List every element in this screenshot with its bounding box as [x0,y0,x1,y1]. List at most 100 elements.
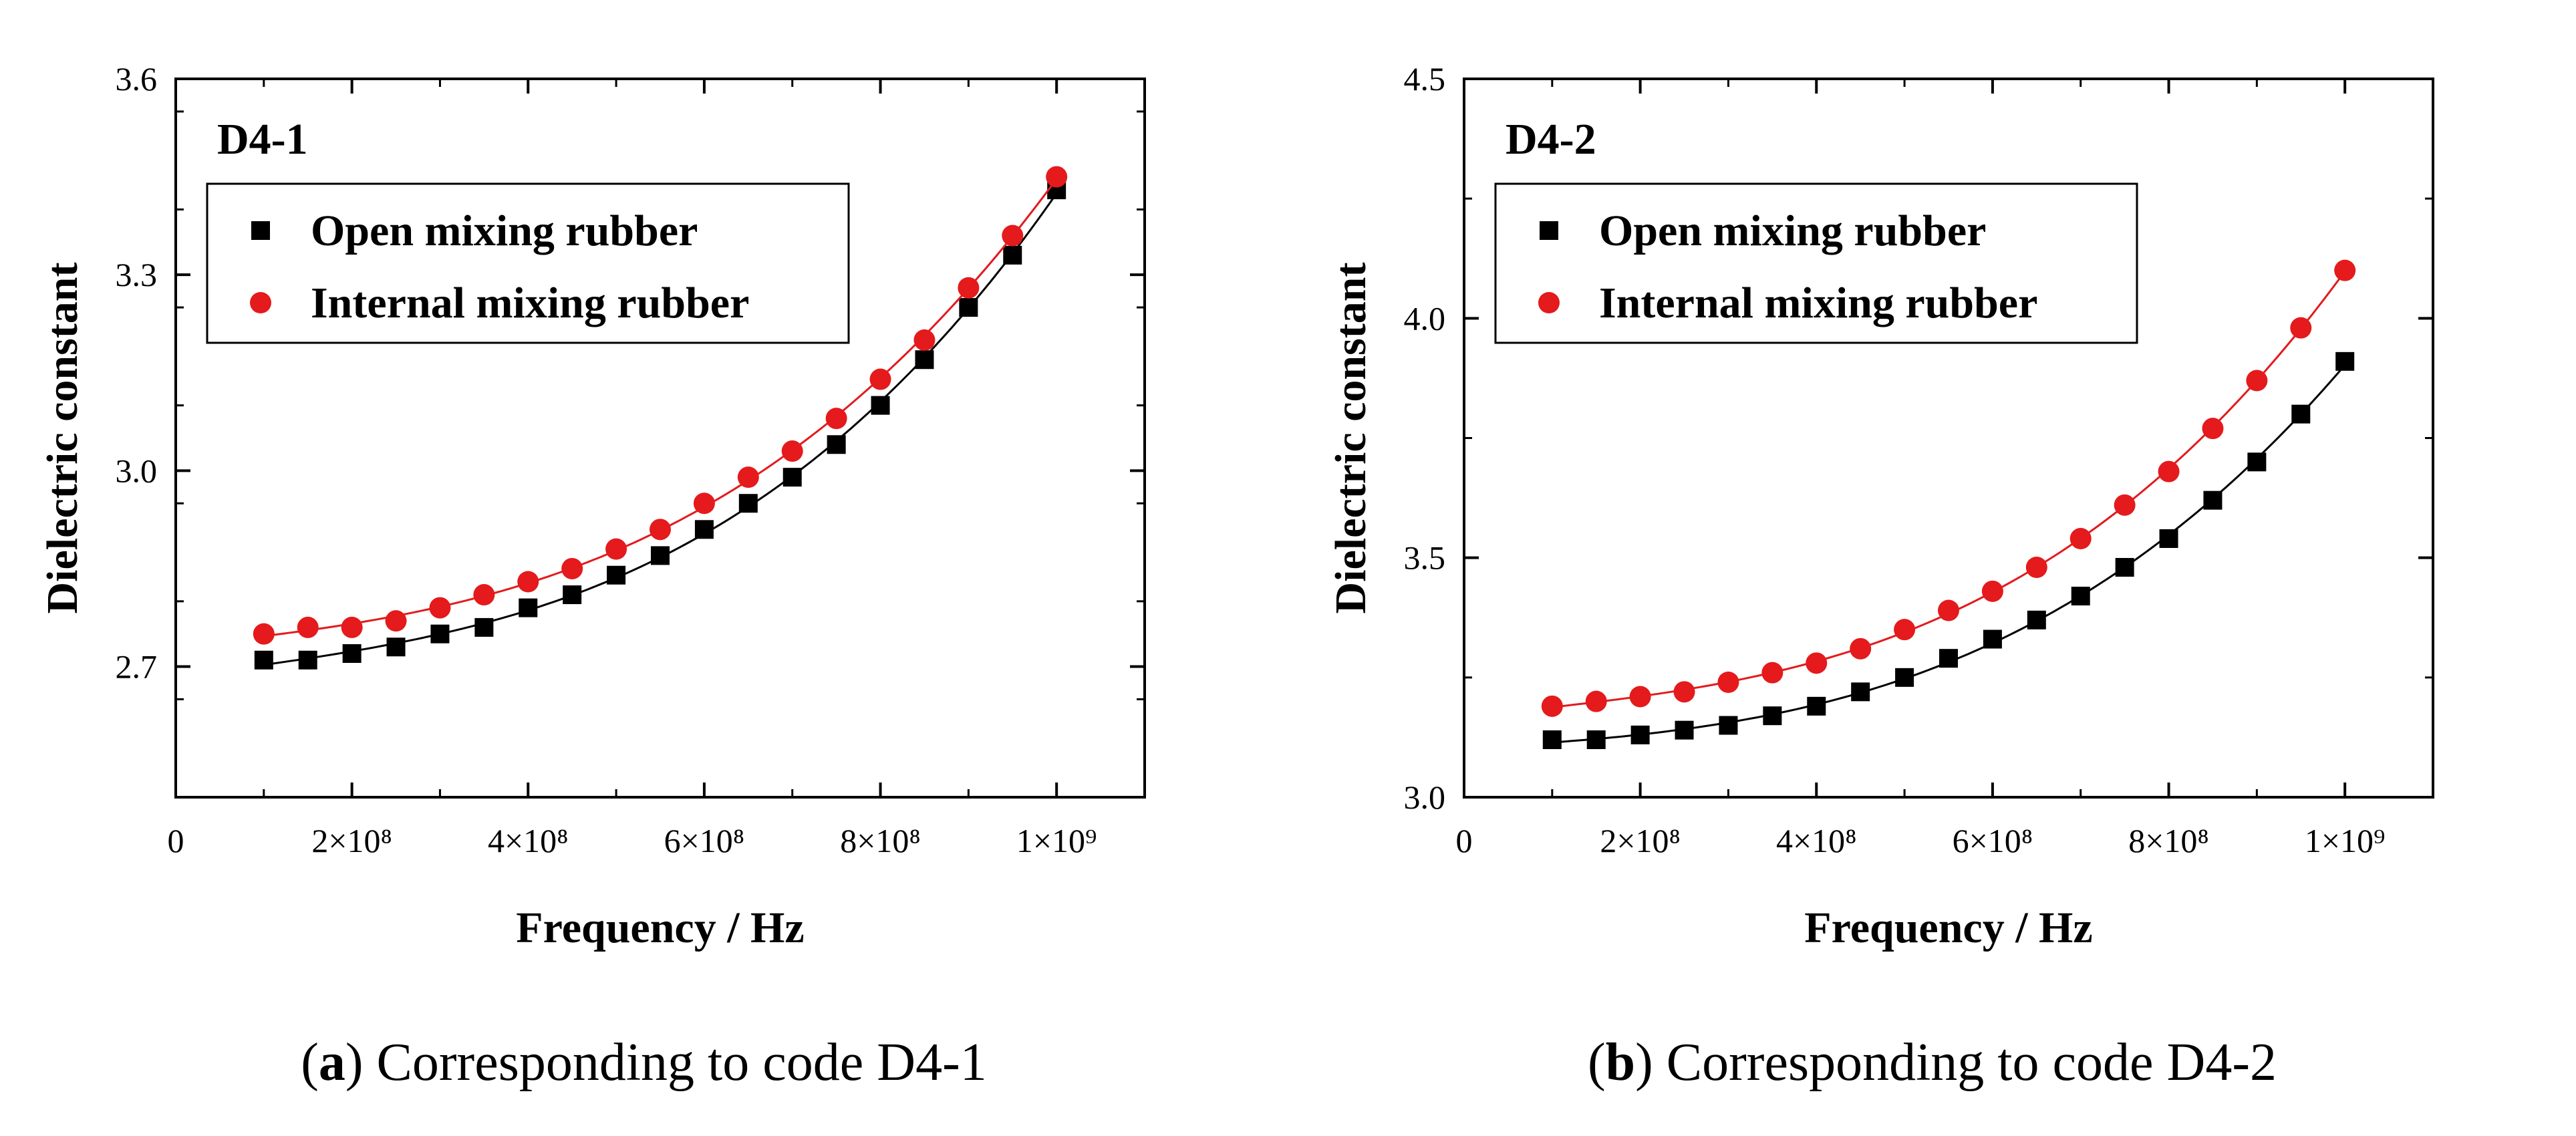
legend-marker-open [1540,221,1558,240]
data-point-open [827,435,846,454]
data-point-open [1983,629,2002,649]
data-point-internal [2246,370,2268,392]
legend-label: Internal mixing rubber [1599,279,2037,327]
data-point-internal [825,408,847,430]
data-point-internal [1938,599,1959,621]
data-point-open [298,650,317,670]
chart-a-svg: 2.7 3.0 3.3 3.6 0 2×10⁸ 4×10⁸ 6×10⁸ 8×10⁸ 1×10⁹ Fr… [38,60,1146,952]
x-tick-label: 2×10⁸ [1600,822,1681,859]
data-point-internal [737,466,759,488]
data-point-internal [297,616,319,638]
y-tick-label: 3.0 [1404,778,1446,816]
y-tick-label: 3.5 [1404,539,1446,577]
x-tick-label: 8×10⁸ [840,822,921,859]
legend-marker-internal [250,292,271,313]
panel-label: D4-2 [1506,115,1596,164]
x-tick-label: 4×10⁸ [488,822,569,859]
data-point-internal [1002,225,1024,247]
data-point-internal [2202,418,2224,440]
caption-b-text: Corresponding to code D4-2 [1653,1033,2277,1092]
data-point-open [1542,730,1562,749]
data-point-open [871,396,890,415]
x-tick-label: 2×10⁸ [311,822,392,859]
data-layer [1541,259,2356,749]
data-point-open [2159,529,2178,548]
data-point-open [2335,351,2355,371]
plot-frame [174,78,1146,799]
data-point-internal [341,616,363,638]
data-point-open [2071,587,2090,605]
data-point-open [1939,649,1958,668]
data-point-open [1630,725,1650,744]
data-point-internal [605,538,627,560]
legend-label: Internal mixing rubber [311,279,749,327]
data-layer [253,166,1068,670]
x-tick-label: 1×10⁹ [1016,822,1097,859]
data-point-internal [2025,557,2047,578]
chart-b-svg: 3.0 3.5 4.0 4.5 0 2×10⁸ 4×10⁸ 6×10⁸ 8×10⁸ 1×10⁹ Fr… [1326,60,2434,952]
data-point-open [959,298,978,317]
data-point-open [2247,452,2267,472]
y-tick-label: 4.5 [1404,60,1446,98]
data-point-internal [1894,619,1916,641]
data-point-internal [2069,528,2092,549]
data-point-internal [253,623,275,645]
data-point-internal [1850,637,1872,660]
x-tick-label: 0 [1456,822,1473,859]
data-point-open [651,546,670,565]
data-point-internal [473,584,495,606]
legend-marker-internal [1538,292,1560,313]
chart-panel-a: 2.7 3.0 3.3 3.6 0 2×10⁸ 4×10⁸ 6×10⁸ 8×10⁸ 1×10⁹ Fr… [38,60,1146,1092]
data-point-open [915,350,934,370]
data-point-open [563,585,582,605]
data-point-open [342,644,362,663]
data-point-open [694,520,714,539]
data-point-internal [913,329,936,351]
x-tick-label: 6×10⁸ [1953,822,2033,859]
x-tick-label: 8×10⁸ [2128,822,2209,859]
data-point-open [519,598,538,617]
y-tick-label: 3.0 [116,452,158,489]
data-point-open [2291,404,2311,424]
y-axis-title: Dielectric constant [38,263,87,614]
data-point-internal [1629,686,1651,708]
data-point-internal [650,519,671,541]
x-axis-title: Frequency / Hz [516,903,804,952]
caption-a: (a) Corresponding to code D4-1 [301,1033,987,1092]
fit-curve-open [1552,364,2346,744]
data-point-internal [1717,672,1739,693]
legend-box [206,182,850,344]
data-point-internal [2334,259,2356,281]
data-point-internal [1806,652,1828,674]
data-point-open [1586,730,1606,749]
panel-label: D4-1 [217,115,308,164]
data-point-internal [693,492,715,515]
data-point-open [782,468,802,487]
data-point-open [254,650,273,670]
x-tick-label: 4×10⁸ [1776,822,1857,859]
data-point-open [2115,558,2134,577]
data-point-open [1763,706,1782,726]
data-point-open [430,624,450,644]
legend-label: Open mixing rubber [311,206,698,255]
data-point-open [1807,696,1826,716]
x-tick-label: 6×10⁸ [664,822,745,859]
legend-marker-open [251,221,270,240]
data-point-open [2203,490,2223,510]
x-tick-label: 0 [168,822,184,859]
data-point-internal [1673,681,1695,703]
data-point-internal [561,557,583,579]
data-point-internal [1981,580,2003,602]
data-point-internal [2114,494,2136,516]
x-axis-title: Frequency / Hz [1804,903,2092,952]
data-point-internal [1761,662,1783,684]
data-point-internal [429,597,451,619]
data-point-internal [2158,460,2180,482]
data-point-open [1719,716,1738,735]
data-point-internal [781,440,803,462]
data-point-internal [958,277,980,299]
data-point-internal [2290,317,2312,339]
data-point-internal [385,610,407,632]
x-tick-label: 1×10⁹ [2305,822,2386,859]
y-axis-title: Dielectric constant [1326,263,1375,614]
